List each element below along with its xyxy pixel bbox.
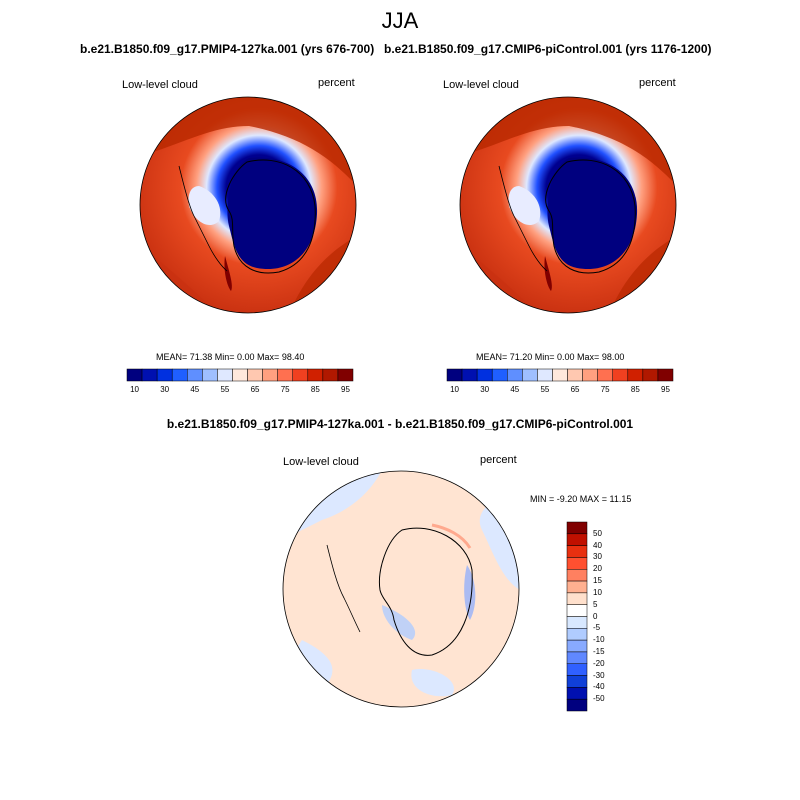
- diff-colorbar-swatch: [566, 521, 588, 535]
- right-colorbar-tick-label: 55: [540, 385, 550, 394]
- right-colorbar-swatch: [627, 368, 644, 382]
- diff-colorbar-tick-label: -10: [593, 635, 605, 645]
- left-colorbar-swatch: [187, 368, 203, 382]
- left-colorbar-swatch: [292, 368, 309, 382]
- right-colorbar-tick-label: 85: [630, 385, 640, 394]
- diff-colorbar-tick-label: 15: [593, 576, 602, 586]
- right-colorbar-swatch: [491, 368, 508, 382]
- left-colorbar-tick-label: 65: [250, 385, 260, 394]
- diff-colorbar: [566, 521, 588, 712]
- diff-colorbar-tick-label: -5: [593, 623, 601, 633]
- diff-colorbar-tick-label: -30: [593, 670, 605, 680]
- left-colorbar-tick-label: 75: [280, 385, 290, 394]
- diff-colorbar-tick-label: 20: [593, 564, 602, 574]
- right-colorbar-swatch: [552, 368, 568, 382]
- diff-colorbar-tick-label: -50: [593, 694, 605, 704]
- right-panel-map: [459, 96, 677, 314]
- right-colorbar-swatch: [446, 368, 463, 382]
- left-colorbar-swatch: [126, 368, 143, 382]
- left-panel-units: percent: [318, 77, 355, 89]
- right-colorbar-swatch: [522, 368, 538, 382]
- diff-colorbar-swatch: [566, 651, 588, 664]
- right-colorbar-swatch: [657, 368, 674, 382]
- diff-colorbar-tick-label: 40: [593, 540, 602, 550]
- left-panel-case-title: b.e21.B1850.f09_g17.PMIP4-127ka.001 (yrs…: [80, 42, 375, 56]
- right-colorbar-swatch: [597, 368, 613, 382]
- left-colorbar-swatch: [247, 368, 263, 382]
- left-colorbar-tick-label: 45: [190, 385, 200, 394]
- left-colorbar-swatch: [337, 368, 354, 382]
- right-colorbar-swatch: [507, 368, 523, 382]
- right-panel-units: percent: [639, 77, 676, 89]
- left-panel-map: [139, 96, 357, 314]
- diff-colorbar-swatch: [566, 663, 588, 676]
- right-panel-case-title: b.e21.B1850.f09_g17.CMIP6-piControl.001 …: [384, 42, 712, 56]
- right-colorbar-swatch: [612, 368, 629, 382]
- left-colorbar-tick-label: 95: [341, 385, 350, 394]
- right-colorbar-swatch: [642, 368, 659, 382]
- left-panel-variable: Low-level cloud: [122, 79, 198, 91]
- diff-panel-stats: MIN = -9.20 MAX = 11.15: [530, 494, 632, 504]
- diff-colorbar-swatch: [566, 569, 588, 582]
- right-colorbar-tick-label: 65: [570, 385, 580, 394]
- right-colorbar-tick-label: 30: [480, 385, 490, 394]
- left-colorbar-swatch: [141, 368, 158, 382]
- left-colorbar-swatch: [277, 368, 293, 382]
- figure-title: JJA: [381, 8, 419, 33]
- left-colorbar-tick-label: 10: [130, 385, 139, 394]
- diff-colorbar-swatch: [566, 580, 588, 594]
- left-colorbar-tick-label: 30: [160, 385, 170, 394]
- diff-colorbar-tick-label: 30: [593, 552, 602, 562]
- right-colorbar-swatch: [476, 368, 493, 382]
- left-colorbar-swatch: [262, 368, 278, 382]
- right-panel-variable: Low-level cloud: [443, 79, 519, 91]
- right-colorbar: [446, 368, 674, 382]
- diff-colorbar-swatch: [566, 687, 588, 700]
- diff-colorbar-tick-label: 0: [593, 611, 598, 621]
- diff-colorbar-tick-label: -15: [593, 646, 605, 656]
- diff-colorbar-swatch: [566, 698, 588, 712]
- right-colorbar-tick-label: 10: [450, 385, 459, 394]
- right-colorbar-swatch: [537, 368, 553, 382]
- left-colorbar: [126, 368, 354, 382]
- right-colorbar-tick-label: 45: [510, 385, 520, 394]
- diff-colorbar-swatch: [566, 592, 588, 605]
- diff-panel-units: percent: [480, 454, 517, 466]
- right-colorbar-swatch: [582, 368, 598, 382]
- left-colorbar-swatch: [322, 368, 339, 382]
- left-panel-stats: MEAN= 71.38 Min= 0.00 Max= 98.40: [156, 352, 305, 362]
- right-colorbar-swatch: [567, 368, 583, 382]
- diff-colorbar-swatch: [566, 533, 588, 546]
- diff-colorbar-tick-label: 50: [593, 528, 602, 538]
- left-colorbar-swatch: [217, 368, 233, 382]
- diff-colorbar-swatch: [566, 675, 588, 688]
- diff-colorbar-swatch: [566, 616, 588, 629]
- diff-colorbar-tick-label: 5: [593, 599, 598, 609]
- left-colorbar-swatch: [232, 368, 248, 382]
- left-colorbar-swatch: [156, 368, 173, 382]
- diff-panel-variable: Low-level cloud: [283, 456, 359, 468]
- diff-panel-title: b.e21.B1850.f09_g17.PMIP4-127ka.001 - b.…: [166, 417, 634, 431]
- diff-colorbar-tick-label: -40: [593, 682, 605, 692]
- left-colorbar-swatch: [307, 368, 324, 382]
- right-colorbar-swatch: [461, 368, 478, 382]
- diff-colorbar-tick-label: -20: [593, 658, 605, 668]
- left-colorbar-swatch: [171, 368, 188, 382]
- right-panel-stats: MEAN= 71.20 Min= 0.00 Max= 98.00: [476, 352, 625, 362]
- left-colorbar-swatch: [202, 368, 218, 382]
- diff-colorbar-tick-label: 10: [593, 587, 602, 597]
- diff-colorbar-swatch: [566, 628, 588, 641]
- diff-colorbar-swatch: [566, 639, 588, 653]
- right-colorbar-tick-label: 95: [661, 385, 670, 394]
- diff-colorbar-swatch: [566, 604, 588, 617]
- diff-panel-map: [282, 470, 520, 708]
- diff-colorbar-swatch: [566, 557, 588, 570]
- right-colorbar-tick-label: 75: [600, 385, 610, 394]
- diff-colorbar-swatch: [566, 545, 588, 558]
- left-colorbar-tick-label: 55: [220, 385, 230, 394]
- left-colorbar-tick-label: 85: [310, 385, 320, 394]
